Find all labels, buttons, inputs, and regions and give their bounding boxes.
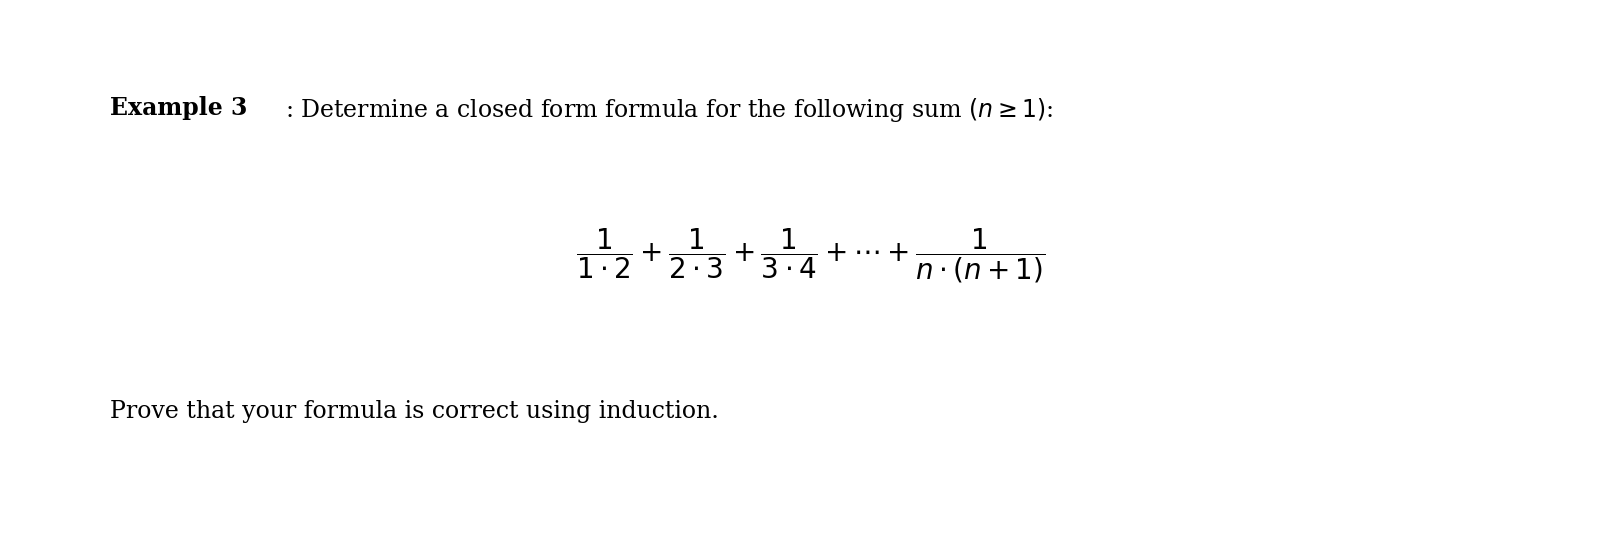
Text: : Determine a closed form formula for the following sum $(n \geq 1)$:: : Determine a closed form formula for th… bbox=[285, 96, 1054, 124]
Text: Prove that your formula is correct using induction.: Prove that your formula is correct using… bbox=[110, 400, 720, 423]
Text: $\dfrac{1}{1 \cdot 2} + \dfrac{1}{2 \cdot 3} + \dfrac{1}{3 \cdot 4} + \cdots + \: $\dfrac{1}{1 \cdot 2} + \dfrac{1}{2 \cdo… bbox=[575, 227, 1046, 285]
Text: Example 3: Example 3 bbox=[110, 96, 248, 120]
